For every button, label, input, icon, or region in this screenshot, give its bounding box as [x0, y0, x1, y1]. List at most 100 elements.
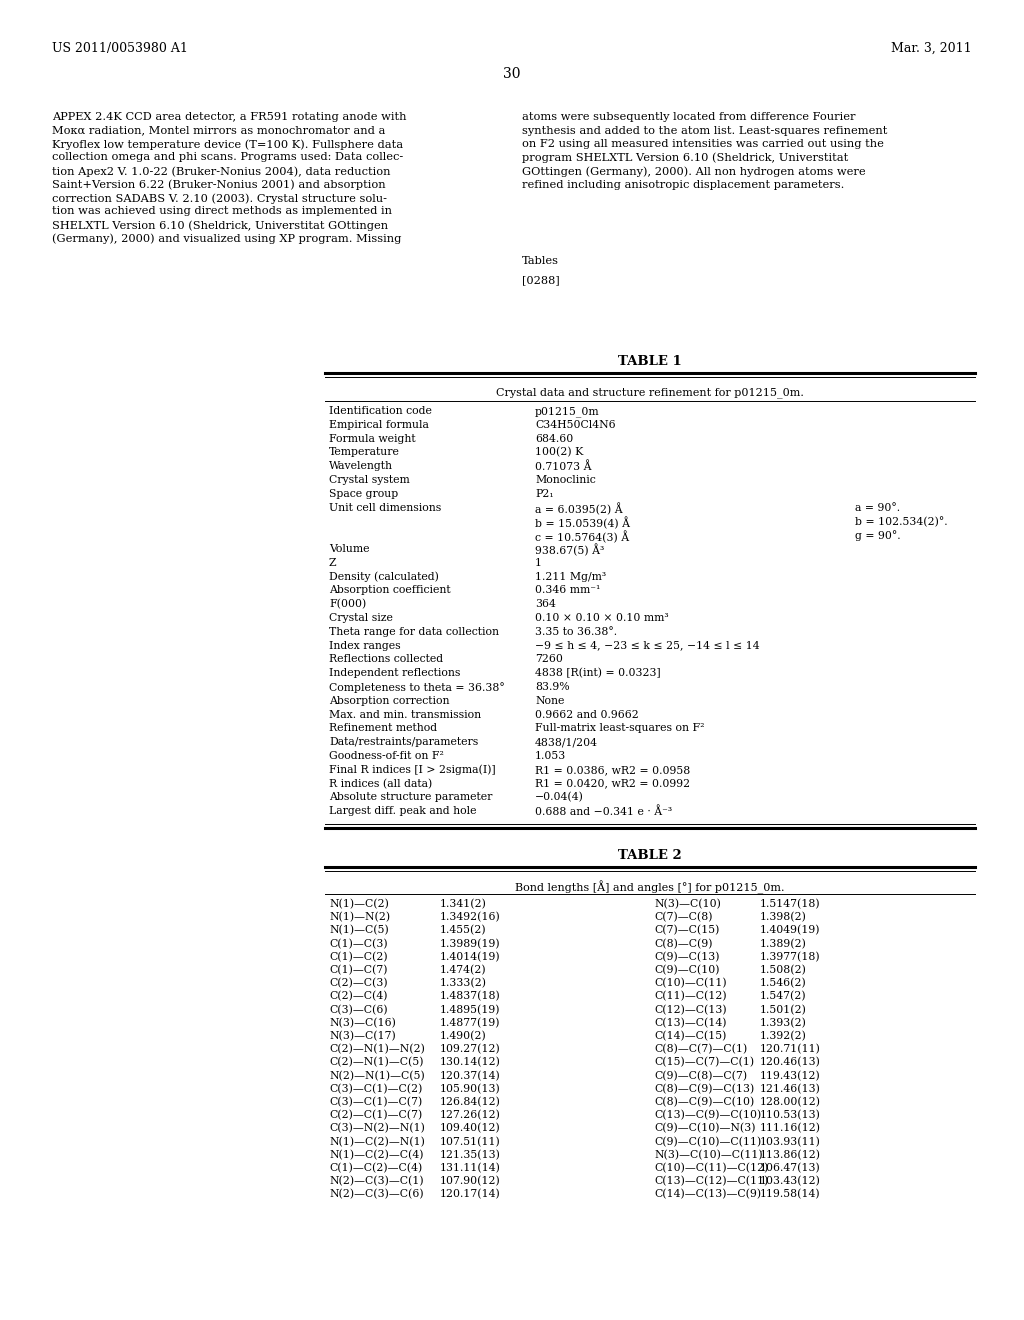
Text: N(1)—C(2): N(1)—C(2) — [329, 899, 389, 909]
Text: Saint+Version 6.22 (Bruker-Nonius 2001) and absorption: Saint+Version 6.22 (Bruker-Nonius 2001) … — [52, 180, 386, 190]
Text: C(10)—C(11)—C(12): C(10)—C(11)—C(12) — [654, 1163, 768, 1173]
Text: Crystal system: Crystal system — [329, 475, 410, 484]
Text: 1.508(2): 1.508(2) — [760, 965, 807, 975]
Text: 0.688 and −0.341 e · Å⁻³: 0.688 and −0.341 e · Å⁻³ — [535, 807, 672, 817]
Text: 364: 364 — [535, 599, 556, 610]
Text: 111.16(12): 111.16(12) — [760, 1123, 821, 1134]
Text: R1 = 0.0386, wR2 = 0.0958: R1 = 0.0386, wR2 = 0.0958 — [535, 764, 690, 775]
Text: C(9)—C(13): C(9)—C(13) — [654, 952, 720, 962]
Text: 109.40(12): 109.40(12) — [440, 1123, 501, 1134]
Text: 1.3492(16): 1.3492(16) — [440, 912, 501, 923]
Text: C34H50Cl4N6: C34H50Cl4N6 — [535, 420, 615, 430]
Text: P2₁: P2₁ — [535, 488, 554, 499]
Text: Z: Z — [329, 558, 337, 568]
Text: p01215_0m: p01215_0m — [535, 407, 600, 417]
Text: 1.5147(18): 1.5147(18) — [760, 899, 820, 909]
Text: 1.4895(19): 1.4895(19) — [440, 1005, 501, 1015]
Text: 30: 30 — [503, 67, 521, 81]
Text: 130.14(12): 130.14(12) — [440, 1057, 501, 1068]
Text: 1.4049(19): 1.4049(19) — [760, 925, 820, 936]
Text: 1.546(2): 1.546(2) — [760, 978, 807, 989]
Text: 938.67(5) Å³: 938.67(5) Å³ — [535, 544, 604, 557]
Text: Monoclinic: Monoclinic — [535, 475, 596, 484]
Text: 1.547(2): 1.547(2) — [760, 991, 807, 1002]
Text: Empirical formula: Empirical formula — [329, 420, 429, 430]
Text: collection omega and phi scans. Programs used: Data collec-: collection omega and phi scans. Programs… — [52, 153, 403, 162]
Text: c = 10.5764(3) Å: c = 10.5764(3) Å — [535, 531, 629, 543]
Text: C(12)—C(13): C(12)—C(13) — [654, 1005, 727, 1015]
Text: 1.3977(18): 1.3977(18) — [760, 952, 820, 962]
Text: C(14)—C(15): C(14)—C(15) — [654, 1031, 726, 1041]
Text: Bond lengths [Å] and angles [°] for p01215_0m.: Bond lengths [Å] and angles [°] for p012… — [515, 880, 784, 894]
Text: Index ranges: Index ranges — [329, 640, 400, 651]
Text: Temperature: Temperature — [329, 447, 400, 458]
Text: 1.4837(18): 1.4837(18) — [440, 991, 501, 1002]
Text: 120.37(14): 120.37(14) — [440, 1071, 501, 1081]
Text: C(2)—C(4): C(2)—C(4) — [329, 991, 387, 1002]
Text: N(1)—C(2)—N(1): N(1)—C(2)—N(1) — [329, 1137, 425, 1147]
Text: Completeness to theta = 36.38°: Completeness to theta = 36.38° — [329, 682, 505, 693]
Text: 1.3989(19): 1.3989(19) — [440, 939, 501, 949]
Text: 131.11(14): 131.11(14) — [440, 1163, 501, 1173]
Text: 128.00(12): 128.00(12) — [760, 1097, 821, 1107]
Text: N(3)—C(10)—C(11): N(3)—C(10)—C(11) — [654, 1150, 763, 1160]
Text: Theta range for data collection: Theta range for data collection — [329, 627, 499, 636]
Text: N(3)—C(10): N(3)—C(10) — [654, 899, 721, 909]
Text: N(2)—C(3)—C(6): N(2)—C(3)—C(6) — [329, 1189, 424, 1200]
Text: 109.27(12): 109.27(12) — [440, 1044, 501, 1055]
Text: C(7)—C(8): C(7)—C(8) — [654, 912, 713, 923]
Text: C(10)—C(11): C(10)—C(11) — [654, 978, 727, 989]
Text: Density (calculated): Density (calculated) — [329, 572, 439, 582]
Text: C(3)—C(1)—C(7): C(3)—C(1)—C(7) — [329, 1097, 422, 1107]
Text: −0.04(4): −0.04(4) — [535, 792, 584, 803]
Text: Crystal size: Crystal size — [329, 612, 393, 623]
Text: None: None — [535, 696, 564, 706]
Text: 1.501(2): 1.501(2) — [760, 1005, 807, 1015]
Text: 113.86(12): 113.86(12) — [760, 1150, 821, 1160]
Text: 0.346 mm⁻¹: 0.346 mm⁻¹ — [535, 585, 600, 595]
Text: C(9)—C(10)—C(11): C(9)—C(10)—C(11) — [654, 1137, 761, 1147]
Text: 1.333(2): 1.333(2) — [440, 978, 487, 989]
Text: Max. and min. transmission: Max. and min. transmission — [329, 710, 481, 719]
Text: tion Apex2 V. 1.0-22 (Bruker-Nonius 2004), data reduction: tion Apex2 V. 1.0-22 (Bruker-Nonius 2004… — [52, 166, 390, 177]
Text: 103.43(12): 103.43(12) — [760, 1176, 821, 1187]
Text: R1 = 0.0420, wR2 = 0.0992: R1 = 0.0420, wR2 = 0.0992 — [535, 779, 690, 788]
Text: 126.84(12): 126.84(12) — [440, 1097, 501, 1107]
Text: [0288]: [0288] — [522, 275, 560, 285]
Text: 1.474(2): 1.474(2) — [440, 965, 486, 975]
Text: Crystal data and structure refinement for p01215_0m.: Crystal data and structure refinement fo… — [496, 387, 804, 397]
Text: 3.35 to 36.38°.: 3.35 to 36.38°. — [535, 627, 617, 636]
Text: C(1)—C(3): C(1)—C(3) — [329, 939, 388, 949]
Text: Absolute structure parameter: Absolute structure parameter — [329, 792, 493, 803]
Text: 110.53(13): 110.53(13) — [760, 1110, 821, 1121]
Text: Final R indices [I > 2sigma(I)]: Final R indices [I > 2sigma(I)] — [329, 764, 496, 775]
Text: 1: 1 — [535, 558, 542, 568]
Text: 106.47(13): 106.47(13) — [760, 1163, 821, 1173]
Text: 1.211 Mg/m³: 1.211 Mg/m³ — [535, 572, 606, 582]
Text: R indices (all data): R indices (all data) — [329, 779, 432, 789]
Text: 1.393(2): 1.393(2) — [760, 1018, 807, 1028]
Text: 0.10 × 0.10 × 0.10 mm³: 0.10 × 0.10 × 0.10 mm³ — [535, 612, 669, 623]
Text: Mar. 3, 2011: Mar. 3, 2011 — [891, 42, 972, 55]
Text: (Germany), 2000) and visualized using XP program. Missing: (Germany), 2000) and visualized using XP… — [52, 234, 401, 244]
Text: SHELXTL Version 6.10 (Sheldrick, Universtitat GOttingen: SHELXTL Version 6.10 (Sheldrick, Univers… — [52, 220, 388, 231]
Text: Identification code: Identification code — [329, 407, 432, 416]
Text: US 2011/0053980 A1: US 2011/0053980 A1 — [52, 42, 187, 55]
Text: 121.46(13): 121.46(13) — [760, 1084, 821, 1094]
Text: Data/restraints/parameters: Data/restraints/parameters — [329, 737, 478, 747]
Text: 105.90(13): 105.90(13) — [440, 1084, 501, 1094]
Text: C(9)—C(10)—N(3): C(9)—C(10)—N(3) — [654, 1123, 756, 1134]
Text: GOttingen (Germany), 2000). All non hydrogen atoms were: GOttingen (Germany), 2000). All non hydr… — [522, 166, 865, 177]
Text: Kryoflex low temperature device (T=100 K). Fullsphere data: Kryoflex low temperature device (T=100 K… — [52, 139, 403, 149]
Text: TABLE 2: TABLE 2 — [618, 849, 682, 862]
Text: 684.60: 684.60 — [535, 433, 573, 444]
Text: Largest diff. peak and hole: Largest diff. peak and hole — [329, 807, 476, 816]
Text: Space group: Space group — [329, 488, 398, 499]
Text: 119.43(12): 119.43(12) — [760, 1071, 821, 1081]
Text: APPEX 2.4K CCD area detector, a FR591 rotating anode with: APPEX 2.4K CCD area detector, a FR591 ro… — [52, 112, 407, 121]
Text: synthesis and added to the atom list. Least-squares refinement: synthesis and added to the atom list. Le… — [522, 125, 888, 136]
Text: C(8)—C(9)—C(10): C(8)—C(9)—C(10) — [654, 1097, 755, 1107]
Text: 0.9662 and 0.9662: 0.9662 and 0.9662 — [535, 710, 639, 719]
Text: b = 15.0539(4) Å: b = 15.0539(4) Å — [535, 516, 630, 529]
Text: Full-matrix least-squares on F²: Full-matrix least-squares on F² — [535, 723, 705, 734]
